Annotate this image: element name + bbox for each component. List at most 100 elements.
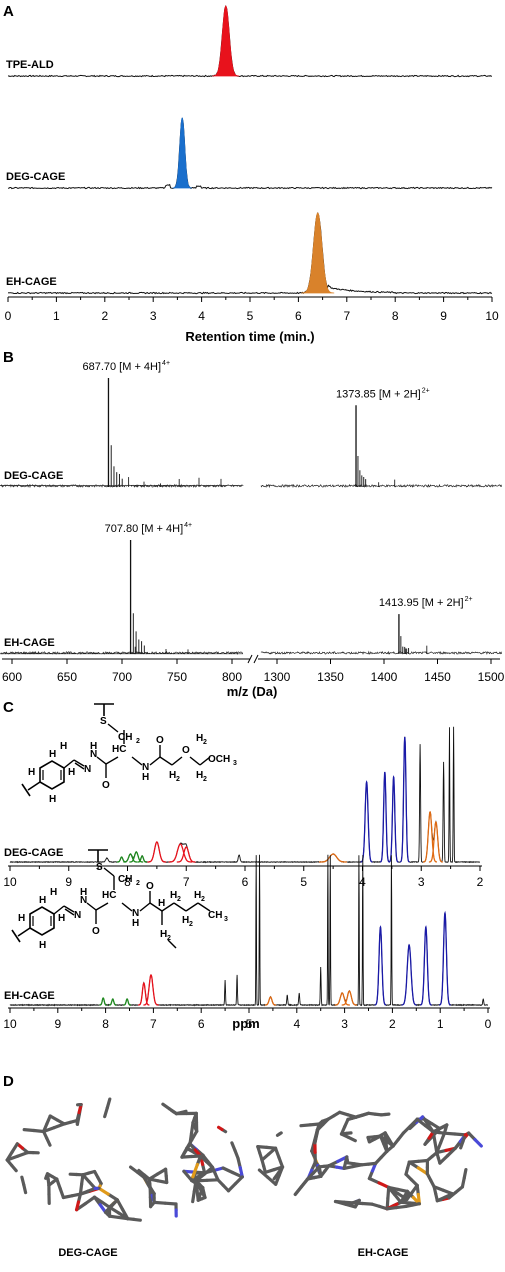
chromatogram-deg-cage: DEG-CAGE [6, 117, 493, 190]
nmr-peak [360, 780, 373, 863]
atom-subscript: 2 [176, 776, 180, 783]
chromatogram-eh-cage: EH-CAGE [6, 211, 493, 295]
ms-peak-label: 707.80 [M + 4H] [105, 523, 184, 535]
x-tick-label: 6 [242, 875, 249, 889]
bond [41, 1126, 56, 1134]
atom-label: H [60, 741, 67, 752]
atom-label: H [182, 915, 189, 926]
panel-c-xlabel: ppm [232, 1016, 259, 1031]
x-tick-label: 2 [389, 1017, 396, 1031]
bond [423, 1123, 435, 1134]
ms-peak-charge: 4+ [184, 522, 192, 529]
bond [191, 1189, 196, 1204]
bond [318, 1119, 324, 1128]
nmr-peak [438, 910, 451, 1006]
ms-label-eh-cage: EH-CAGE [4, 637, 55, 649]
bond [194, 1179, 199, 1193]
x-tick-label: 10 [3, 1017, 17, 1031]
bond [275, 1132, 281, 1137]
atom-label: O [156, 735, 164, 746]
bond [189, 1120, 195, 1135]
bond [202, 1165, 215, 1176]
atom-label: H [28, 767, 35, 778]
x-tick-label: 700 [112, 670, 132, 684]
atom-label: H [49, 794, 56, 805]
nmr-peak [374, 925, 387, 1006]
x-tick-label: 6 [198, 1017, 205, 1031]
x-tick-label: 1 [53, 309, 60, 323]
panel-a-xlabel: Retention time (min.) [185, 329, 314, 344]
nmr-peak [116, 856, 127, 863]
bond [188, 1131, 194, 1146]
bond [10, 1142, 19, 1154]
atom-label: H [169, 770, 176, 781]
nmr-peak [176, 846, 196, 863]
x-tick-label: 6 [295, 309, 302, 323]
atom-subscript: 2 [203, 776, 207, 783]
atom-label: OCH [208, 754, 230, 765]
bond [163, 1201, 178, 1206]
nmr-peak [341, 990, 357, 1006]
peak-deg-cage [172, 117, 192, 189]
atom-label: H [132, 918, 139, 929]
x-tick-label: 1450 [424, 670, 451, 684]
bond [377, 1181, 391, 1190]
panel-letter-c: C [3, 699, 14, 716]
atom-label: H [196, 770, 203, 781]
atom-label: O [92, 926, 100, 937]
x-tick-label: 1350 [317, 670, 344, 684]
x-tick-label: 7 [343, 309, 350, 323]
bond [385, 1205, 399, 1211]
bond [333, 1199, 347, 1206]
nmr-peak [168, 843, 193, 863]
nmr-peak [399, 736, 410, 863]
panel-a-chromatograms: TPE-ALD DEG-CAGE EH-CAGE [6, 4, 493, 295]
panel-b-mass-spectra: 687.70 [M + 4H] 4+1373.85 [M + 2H] 2+DEG-C… [0, 360, 503, 655]
bond [115, 1198, 125, 1211]
bond [386, 1185, 391, 1200]
nmr-label-eh-cage: EH-CAGE [4, 990, 55, 1002]
ms-peak-charge: 4+ [162, 360, 170, 367]
noise-trace [260, 483, 503, 489]
atom-label: O [182, 745, 190, 756]
chromatogram-tpe-ald: TPE-ALD [6, 4, 493, 78]
atom-label: H [18, 913, 25, 924]
x-tick-label: 7 [150, 1017, 157, 1031]
panel-c-axes: 10 9 8 7 6 5 4 3 210 9 8 7 6 5 4 3 2 1 0 [3, 865, 492, 1031]
baseline-trace [7, 211, 493, 295]
x-tick-label: 10 [485, 309, 499, 323]
bond [293, 1185, 303, 1197]
bond [20, 1175, 26, 1187]
bond [367, 1137, 377, 1144]
bond [169, 1108, 176, 1114]
bond [439, 1131, 446, 1145]
atom-label: H [158, 898, 165, 909]
nmr-peak [264, 996, 277, 1006]
atom-label: N [132, 908, 139, 919]
x-tick-label: 9 [440, 309, 447, 323]
bond [217, 1125, 224, 1132]
bond [339, 1132, 350, 1139]
x-tick-label: 4 [359, 875, 366, 889]
nmr-spectrum-deg-cage: DEG-CAGE [4, 726, 480, 864]
bond [432, 1185, 445, 1192]
panel-b-xlabel: m/z (Da) [227, 684, 278, 699]
bond [311, 1165, 321, 1175]
nmr-peak [99, 997, 107, 1006]
bond [385, 1147, 392, 1154]
x-tick-label: 3 [418, 875, 425, 889]
x-tick-label: 10 [3, 875, 17, 889]
bond [396, 1131, 405, 1142]
x-tick-label: 8 [392, 309, 399, 323]
x-tick-label: 1500 [478, 670, 505, 684]
nmr-peak [123, 853, 138, 863]
bond [272, 1171, 280, 1181]
atom-label: HC [112, 744, 126, 755]
deg-cage-structure: H H H H H N N H O HC CH 2 S N H O H 2 O … [21, 703, 237, 805]
nmr-baseline [9, 854, 488, 1007]
bond [22, 1127, 36, 1133]
bond [105, 1097, 112, 1110]
atom-label: S [100, 716, 107, 727]
atom-label: H [58, 913, 65, 924]
atom-label: CH [118, 732, 132, 743]
